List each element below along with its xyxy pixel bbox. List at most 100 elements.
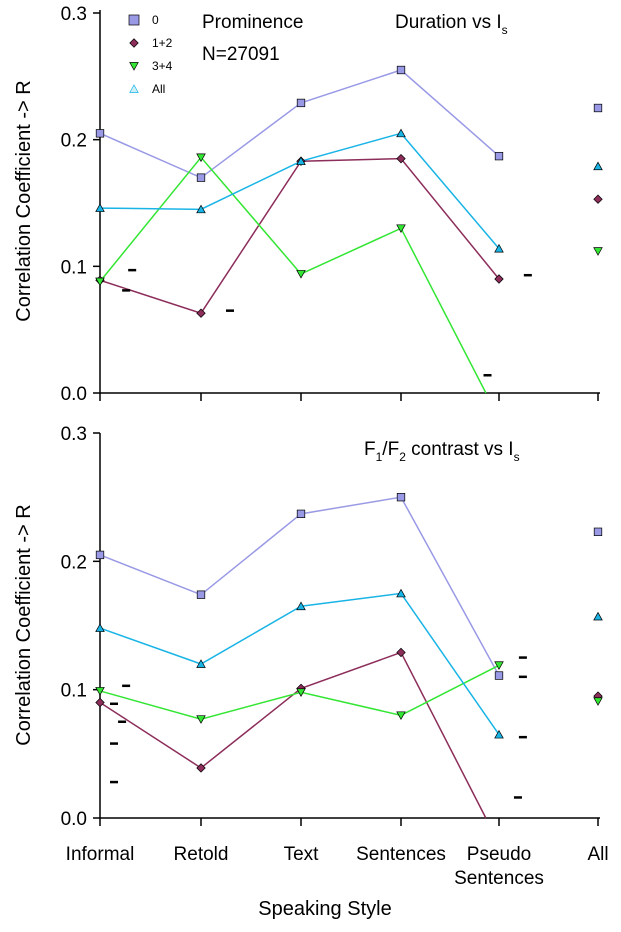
data-point-0 bbox=[494, 671, 504, 680]
data-point-all bbox=[296, 601, 306, 611]
title-text: F bbox=[364, 439, 376, 460]
x-tick-label: Text bbox=[284, 844, 320, 865]
data-point-0 bbox=[593, 103, 603, 113]
title-subscript: 1 bbox=[376, 450, 383, 464]
data-point-0 bbox=[396, 65, 406, 75]
data-point-all bbox=[396, 588, 406, 598]
series-lines bbox=[99, 496, 500, 819]
y-tick-label: 0.2 bbox=[61, 552, 87, 573]
data-point-3-4 bbox=[396, 711, 406, 721]
data-point-all bbox=[494, 243, 504, 253]
data-point-all bbox=[95, 623, 105, 632]
x-tick-label: Retold bbox=[174, 844, 229, 865]
panel-f1f2-contrast: Correlation Coefficient -> R F1/F2 contr… bbox=[13, 424, 609, 920]
x-tick-label: Informal bbox=[66, 844, 135, 865]
title-text: contrast vs I bbox=[406, 439, 514, 460]
x-ticks bbox=[99, 393, 599, 401]
data-point-all bbox=[196, 659, 206, 668]
data-point-all bbox=[593, 161, 603, 171]
data-point-all bbox=[95, 203, 105, 212]
y-ticks: 0.0 0.1 0.2 0.3 bbox=[61, 4, 100, 405]
title-text: /F bbox=[382, 439, 399, 460]
data-point-0 bbox=[95, 550, 105, 560]
data-point-3-4 bbox=[296, 688, 306, 697]
legend-label: 0 bbox=[152, 13, 159, 27]
data-point-1-2 bbox=[494, 274, 504, 284]
data-point-0 bbox=[196, 590, 206, 599]
y-tick-label: 0.3 bbox=[61, 424, 87, 445]
data-point-all bbox=[494, 729, 504, 739]
x-tick-label: All bbox=[587, 844, 608, 865]
x-tick-label: Pseudo bbox=[467, 844, 531, 865]
data-point-3-4 bbox=[593, 247, 603, 256]
data-point-1-2 bbox=[196, 308, 206, 318]
x-tick-labels: Informal Retold Text Sentences Pseudo Sentenc… bbox=[66, 844, 609, 889]
y-axis-label: Correlation Coefficient -> R bbox=[13, 504, 35, 745]
data-point-1-2 bbox=[396, 647, 406, 658]
data-point-0 bbox=[95, 129, 105, 138]
x-ticks bbox=[99, 818, 599, 826]
legend-marker bbox=[128, 14, 140, 26]
panel-duration: Correlation Coefficient -> R Prominence … bbox=[13, 4, 603, 405]
series-line-1-2 bbox=[99, 157, 500, 315]
data-point-1-2 bbox=[593, 194, 603, 204]
panel-title: Duration vs Is bbox=[395, 12, 508, 37]
panel-duration-gridless-axes bbox=[99, 10, 600, 394]
data-point-0 bbox=[296, 509, 306, 518]
title-subscript: 2 bbox=[399, 450, 406, 464]
data-point-all bbox=[396, 128, 406, 138]
data-point-all bbox=[593, 611, 603, 621]
data-point-3-4 bbox=[296, 270, 306, 279]
data-point-0 bbox=[196, 173, 206, 182]
data-point-3-4 bbox=[196, 715, 206, 724]
data-point-0 bbox=[593, 527, 603, 536]
legend-label: 3+4 bbox=[152, 59, 173, 73]
dash-marks bbox=[122, 268, 532, 377]
panel-title: F1/F2 contrast vs Is bbox=[364, 439, 520, 464]
data-point-3-4 bbox=[494, 661, 504, 670]
data-point-0 bbox=[396, 493, 406, 502]
panel-title-sub: s bbox=[502, 23, 508, 37]
legend-marker bbox=[129, 84, 139, 93]
legend-label: All bbox=[152, 82, 165, 96]
y-tick-label: 0.3 bbox=[61, 4, 87, 25]
panel-f1f2-axes bbox=[99, 433, 600, 819]
y-tick-label: 0.0 bbox=[61, 384, 87, 405]
legend-marker bbox=[129, 38, 139, 48]
series-line-1-2 bbox=[99, 651, 487, 819]
data-point-0 bbox=[494, 151, 504, 161]
data-point-3-4 bbox=[95, 687, 105, 696]
data-point-3-4 bbox=[196, 153, 206, 163]
y-tick-label: 0.2 bbox=[61, 131, 87, 152]
data-point-all bbox=[296, 156, 306, 166]
legend-label: 1+2 bbox=[152, 36, 173, 50]
x-tick-label: Sentences bbox=[454, 868, 544, 889]
y-tick-label: 0.0 bbox=[61, 809, 87, 830]
annotation-prominence: Prominence bbox=[202, 12, 303, 33]
series-lines bbox=[99, 69, 500, 394]
series-markers bbox=[95, 65, 603, 318]
y-tick-label: 0.1 bbox=[61, 681, 87, 702]
series-line-all bbox=[99, 592, 500, 736]
series-markers bbox=[95, 493, 603, 773]
data-point-1-2 bbox=[396, 153, 406, 164]
series-line-all bbox=[99, 132, 500, 250]
title-subscript: s bbox=[514, 450, 520, 464]
y-tick-label: 0.1 bbox=[61, 257, 87, 278]
data-point-1-2 bbox=[95, 697, 105, 708]
data-point-all bbox=[196, 204, 206, 214]
data-point-0 bbox=[296, 98, 306, 108]
y-axis-label: Correlation Coefficient -> R bbox=[13, 80, 35, 321]
data-point-3-4 bbox=[396, 224, 406, 234]
data-point-3-4 bbox=[593, 697, 603, 706]
x-tick-label: Sentences bbox=[356, 844, 446, 865]
legend: 0 1+2 3+4 All bbox=[128, 13, 173, 96]
count-label: N=27091 bbox=[202, 44, 280, 65]
legend-marker bbox=[129, 62, 139, 71]
panel-title-main: Duration vs I bbox=[395, 12, 502, 33]
dash-marks bbox=[110, 656, 527, 799]
x-axis-label: Speaking Style bbox=[258, 898, 391, 920]
data-point-1-2 bbox=[196, 763, 206, 773]
y-ticks: 0.0 0.1 0.2 0.3 bbox=[61, 424, 100, 830]
